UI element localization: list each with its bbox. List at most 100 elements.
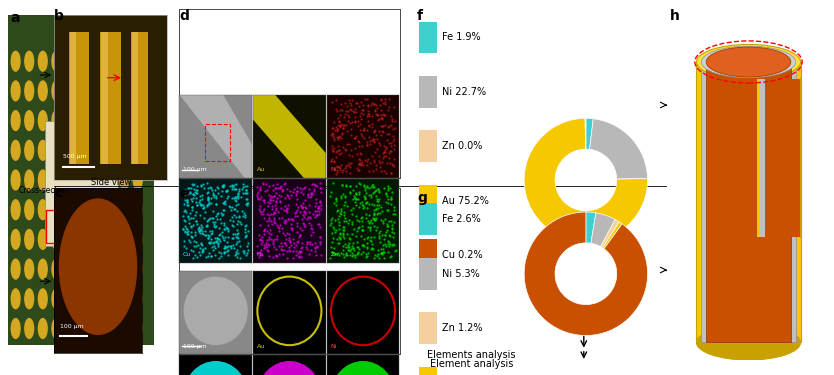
Point xyxy=(368,100,381,106)
Point xyxy=(361,102,374,108)
Point xyxy=(257,209,270,214)
Point xyxy=(263,231,276,237)
Point xyxy=(363,138,376,144)
Point xyxy=(259,244,272,250)
Point xyxy=(200,222,214,228)
Wedge shape xyxy=(585,118,593,149)
Point xyxy=(327,224,340,230)
Point xyxy=(324,244,338,250)
Point xyxy=(251,195,264,201)
Point xyxy=(290,239,304,245)
Point xyxy=(221,243,234,249)
Point xyxy=(291,238,304,244)
Point xyxy=(367,128,380,134)
Point xyxy=(372,210,385,216)
Point xyxy=(337,124,350,130)
Point xyxy=(228,212,241,218)
Point xyxy=(206,190,219,196)
Point xyxy=(215,233,229,239)
Point xyxy=(368,223,381,229)
Point xyxy=(373,116,386,122)
Point xyxy=(324,255,337,261)
Point xyxy=(278,247,291,253)
Point xyxy=(336,122,349,128)
Point xyxy=(362,122,375,128)
Text: Element analysis: Element analysis xyxy=(430,359,513,369)
Point xyxy=(357,204,370,210)
Point xyxy=(202,250,215,256)
Point xyxy=(348,135,361,141)
Circle shape xyxy=(12,81,20,101)
Point xyxy=(379,200,393,206)
Point xyxy=(367,216,380,222)
Point xyxy=(184,223,198,229)
Ellipse shape xyxy=(696,325,801,360)
Point xyxy=(196,182,209,188)
Point xyxy=(227,246,240,252)
Point xyxy=(382,154,395,160)
Point xyxy=(203,198,216,204)
Point xyxy=(240,201,254,207)
Point xyxy=(226,242,239,248)
Point xyxy=(193,230,207,236)
Circle shape xyxy=(106,51,115,71)
Point xyxy=(349,190,363,196)
Point xyxy=(339,244,353,250)
Point xyxy=(195,192,208,198)
Point xyxy=(362,218,375,224)
Point xyxy=(289,210,302,216)
Point xyxy=(378,255,391,261)
Point xyxy=(369,215,383,221)
Circle shape xyxy=(52,200,61,220)
Point xyxy=(312,203,325,209)
Circle shape xyxy=(25,200,33,220)
Point xyxy=(348,135,361,141)
Circle shape xyxy=(79,259,88,279)
Point xyxy=(193,199,206,205)
Point xyxy=(358,183,371,189)
Point xyxy=(228,206,241,212)
Point xyxy=(267,193,280,199)
Point xyxy=(360,183,374,189)
Point xyxy=(259,242,273,248)
Point xyxy=(210,216,224,222)
Circle shape xyxy=(52,319,61,338)
Point xyxy=(299,197,312,203)
Circle shape xyxy=(106,319,115,338)
Point xyxy=(381,238,394,244)
Point xyxy=(179,225,193,231)
Point xyxy=(352,138,365,144)
Point xyxy=(210,184,224,190)
Point xyxy=(309,214,322,220)
Point xyxy=(330,166,344,172)
Point xyxy=(210,210,224,216)
Point xyxy=(381,187,394,193)
Point xyxy=(379,144,393,150)
Point xyxy=(350,151,364,157)
Point xyxy=(290,213,304,219)
Point xyxy=(194,183,208,189)
Point xyxy=(278,207,291,213)
Point xyxy=(365,137,379,143)
Point xyxy=(374,96,388,102)
Point xyxy=(329,154,343,160)
Point xyxy=(201,217,214,223)
Circle shape xyxy=(38,289,48,309)
Point xyxy=(238,214,251,220)
Point xyxy=(201,232,214,238)
Point xyxy=(269,199,283,205)
Point xyxy=(239,183,252,189)
Point xyxy=(385,229,399,235)
Point xyxy=(256,239,269,245)
Point xyxy=(356,102,369,108)
Point xyxy=(197,202,210,208)
Point xyxy=(301,240,314,246)
Point xyxy=(294,209,307,215)
Point xyxy=(234,255,247,261)
Point xyxy=(262,236,275,242)
Point xyxy=(254,188,267,194)
Point xyxy=(268,217,281,223)
Point xyxy=(334,208,348,214)
Circle shape xyxy=(106,140,115,160)
Point xyxy=(179,245,193,251)
